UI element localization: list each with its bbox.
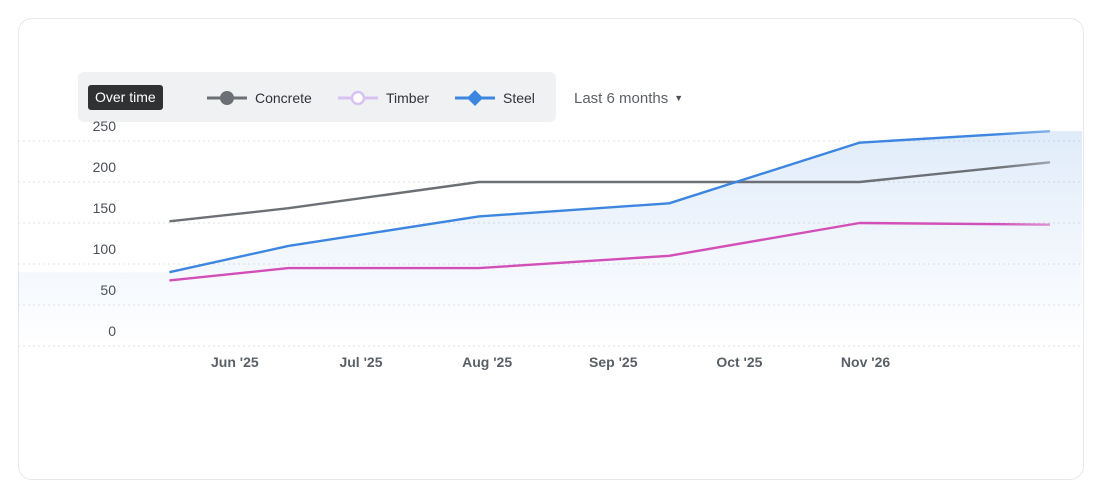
legend-label-concrete: Concrete (255, 90, 312, 106)
steel-area-fill (18, 131, 1082, 346)
series-lines (169, 129, 1051, 282)
date-range-label: Last 6 months (574, 89, 669, 107)
series-line-steel (169, 129, 1051, 274)
legend-item-concrete[interactable]: Concrete (207, 86, 312, 110)
y-tick-label: 250 (93, 118, 117, 134)
over-time-toggle[interactable]: Over time (88, 85, 163, 110)
steel-marker-icon (455, 90, 495, 106)
x-tick-label: Jun '25 (211, 354, 259, 370)
x-tick-label: Nov '26 (841, 354, 890, 370)
x-tick-label: Oct '25 (716, 354, 762, 370)
series-line-concrete (169, 161, 1051, 223)
y-tick-label: 150 (93, 200, 117, 216)
x-tick-label: Aug '25 (462, 354, 512, 370)
concrete-marker-icon (207, 91, 247, 105)
x-tick-label: Sep '25 (589, 354, 638, 370)
y-tick-label: 200 (93, 159, 117, 175)
caret-down-icon: ▼ (674, 93, 684, 103)
legend-label-steel: Steel (503, 90, 535, 106)
legend-item-steel[interactable]: Steel (455, 86, 535, 110)
x-axis: Jun '25 Jul '25 Aug '25 Sep '25 Oct '25 Nov '… (211, 354, 890, 370)
area-fills (18, 131, 1082, 346)
series-line-timber (169, 221, 1051, 282)
legend-label-timber: Timber (386, 90, 430, 106)
legend-item-timber[interactable]: Timber (338, 86, 429, 110)
timber-marker-icon (338, 90, 378, 106)
y-tick-label: 100 (93, 241, 117, 257)
x-tick-label: Jul '25 (339, 354, 382, 370)
date-range-dropdown[interactable]: Last 6 months ▼ (574, 86, 683, 110)
